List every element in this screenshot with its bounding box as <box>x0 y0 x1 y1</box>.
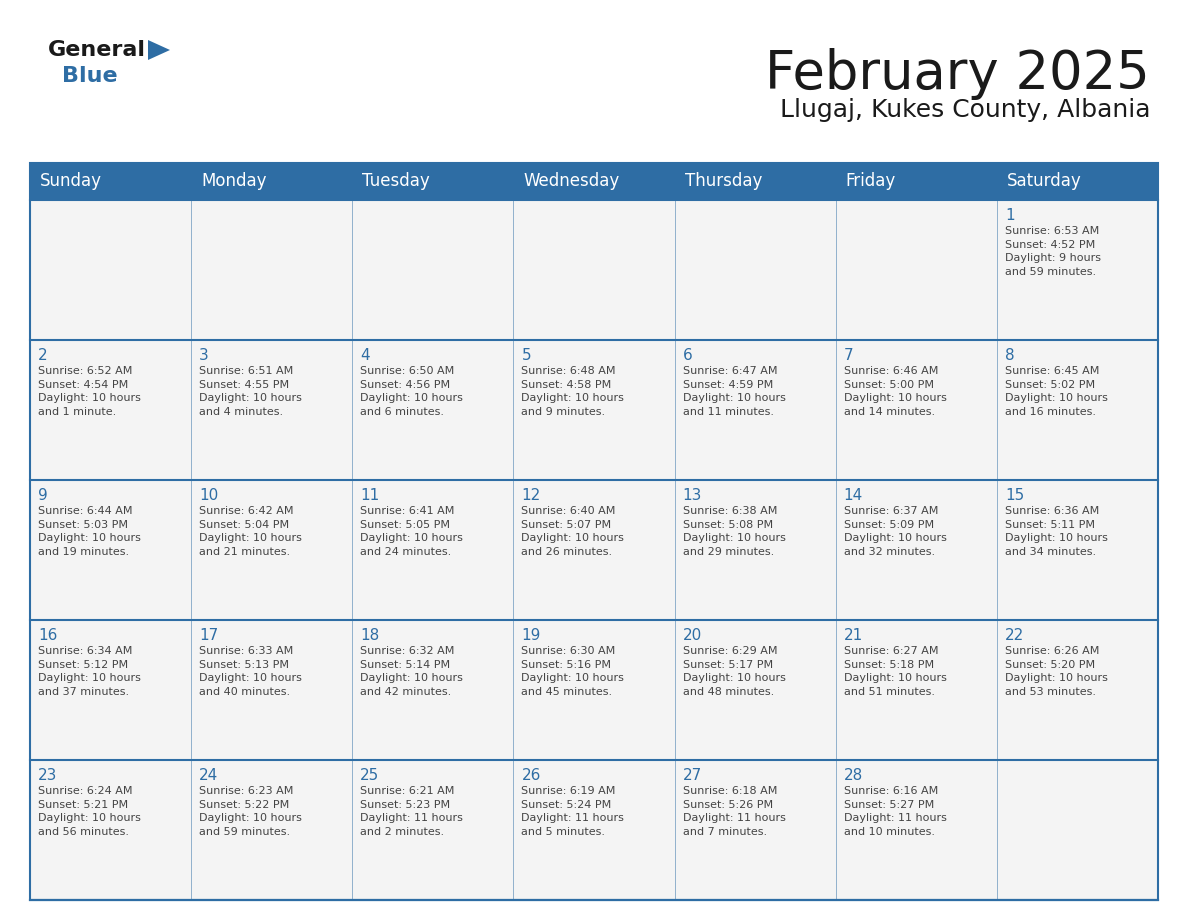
Text: 7: 7 <box>843 348 853 363</box>
Text: February 2025: February 2025 <box>765 48 1150 100</box>
Text: Sunrise: 6:40 AM
Sunset: 5:07 PM
Daylight: 10 hours
and 26 minutes.: Sunrise: 6:40 AM Sunset: 5:07 PM Dayligh… <box>522 506 625 557</box>
Bar <box>30 480 1158 620</box>
Text: Sunrise: 6:26 AM
Sunset: 5:20 PM
Daylight: 10 hours
and 53 minutes.: Sunrise: 6:26 AM Sunset: 5:20 PM Dayligh… <box>1005 646 1107 697</box>
Text: 8: 8 <box>1005 348 1015 363</box>
Text: 28: 28 <box>843 768 862 783</box>
Text: Sunrise: 6:19 AM
Sunset: 5:24 PM
Daylight: 11 hours
and 5 minutes.: Sunrise: 6:19 AM Sunset: 5:24 PM Dayligh… <box>522 786 625 837</box>
Text: General: General <box>48 40 146 60</box>
Text: 15: 15 <box>1005 488 1024 503</box>
Text: Sunrise: 6:46 AM
Sunset: 5:00 PM
Daylight: 10 hours
and 14 minutes.: Sunrise: 6:46 AM Sunset: 5:00 PM Dayligh… <box>843 366 947 417</box>
Text: 20: 20 <box>683 628 702 643</box>
Text: Sunrise: 6:51 AM
Sunset: 4:55 PM
Daylight: 10 hours
and 4 minutes.: Sunrise: 6:51 AM Sunset: 4:55 PM Dayligh… <box>200 366 302 417</box>
Bar <box>30 760 1158 900</box>
Text: 21: 21 <box>843 628 862 643</box>
Text: Sunrise: 6:52 AM
Sunset: 4:54 PM
Daylight: 10 hours
and 1 minute.: Sunrise: 6:52 AM Sunset: 4:54 PM Dayligh… <box>38 366 141 417</box>
Text: 26: 26 <box>522 768 541 783</box>
Bar <box>30 620 1158 760</box>
Text: Sunrise: 6:50 AM
Sunset: 4:56 PM
Daylight: 10 hours
and 6 minutes.: Sunrise: 6:50 AM Sunset: 4:56 PM Dayligh… <box>360 366 463 417</box>
Text: 17: 17 <box>200 628 219 643</box>
Text: Sunrise: 6:16 AM
Sunset: 5:27 PM
Daylight: 11 hours
and 10 minutes.: Sunrise: 6:16 AM Sunset: 5:27 PM Dayligh… <box>843 786 947 837</box>
Text: Sunrise: 6:32 AM
Sunset: 5:14 PM
Daylight: 10 hours
and 42 minutes.: Sunrise: 6:32 AM Sunset: 5:14 PM Dayligh… <box>360 646 463 697</box>
Text: 2: 2 <box>38 348 48 363</box>
Text: Llugaj, Kukes County, Albania: Llugaj, Kukes County, Albania <box>779 98 1150 122</box>
Text: Sunrise: 6:42 AM
Sunset: 5:04 PM
Daylight: 10 hours
and 21 minutes.: Sunrise: 6:42 AM Sunset: 5:04 PM Dayligh… <box>200 506 302 557</box>
Text: 19: 19 <box>522 628 541 643</box>
Text: 4: 4 <box>360 348 369 363</box>
Text: 18: 18 <box>360 628 379 643</box>
Bar <box>30 163 1158 900</box>
Polygon shape <box>148 40 170 60</box>
Text: 24: 24 <box>200 768 219 783</box>
Text: Blue: Blue <box>62 66 118 86</box>
Text: 16: 16 <box>38 628 57 643</box>
Text: 13: 13 <box>683 488 702 503</box>
Text: 11: 11 <box>360 488 379 503</box>
Text: Sunrise: 6:38 AM
Sunset: 5:08 PM
Daylight: 10 hours
and 29 minutes.: Sunrise: 6:38 AM Sunset: 5:08 PM Dayligh… <box>683 506 785 557</box>
Text: Sunrise: 6:29 AM
Sunset: 5:17 PM
Daylight: 10 hours
and 48 minutes.: Sunrise: 6:29 AM Sunset: 5:17 PM Dayligh… <box>683 646 785 697</box>
Text: 9: 9 <box>38 488 48 503</box>
Bar <box>30 200 1158 340</box>
Bar <box>30 163 1158 200</box>
Text: Sunrise: 6:24 AM
Sunset: 5:21 PM
Daylight: 10 hours
and 56 minutes.: Sunrise: 6:24 AM Sunset: 5:21 PM Dayligh… <box>38 786 141 837</box>
Text: 22: 22 <box>1005 628 1024 643</box>
Text: 3: 3 <box>200 348 209 363</box>
Text: Sunrise: 6:33 AM
Sunset: 5:13 PM
Daylight: 10 hours
and 40 minutes.: Sunrise: 6:33 AM Sunset: 5:13 PM Dayligh… <box>200 646 302 697</box>
Text: Monday: Monday <box>201 173 266 191</box>
Text: Wednesday: Wednesday <box>524 173 620 191</box>
Text: Sunrise: 6:34 AM
Sunset: 5:12 PM
Daylight: 10 hours
and 37 minutes.: Sunrise: 6:34 AM Sunset: 5:12 PM Dayligh… <box>38 646 141 697</box>
Text: Friday: Friday <box>846 173 896 191</box>
Text: 6: 6 <box>683 348 693 363</box>
Text: Sunrise: 6:53 AM
Sunset: 4:52 PM
Daylight: 9 hours
and 59 minutes.: Sunrise: 6:53 AM Sunset: 4:52 PM Dayligh… <box>1005 226 1101 277</box>
Text: Sunrise: 6:27 AM
Sunset: 5:18 PM
Daylight: 10 hours
and 51 minutes.: Sunrise: 6:27 AM Sunset: 5:18 PM Dayligh… <box>843 646 947 697</box>
Text: 23: 23 <box>38 768 57 783</box>
Text: 14: 14 <box>843 488 862 503</box>
Text: Sunrise: 6:44 AM
Sunset: 5:03 PM
Daylight: 10 hours
and 19 minutes.: Sunrise: 6:44 AM Sunset: 5:03 PM Dayligh… <box>38 506 141 557</box>
Text: Sunday: Sunday <box>40 173 102 191</box>
Text: 27: 27 <box>683 768 702 783</box>
Text: Sunrise: 6:45 AM
Sunset: 5:02 PM
Daylight: 10 hours
and 16 minutes.: Sunrise: 6:45 AM Sunset: 5:02 PM Dayligh… <box>1005 366 1107 417</box>
Text: 1: 1 <box>1005 208 1015 223</box>
Text: Sunrise: 6:18 AM
Sunset: 5:26 PM
Daylight: 11 hours
and 7 minutes.: Sunrise: 6:18 AM Sunset: 5:26 PM Dayligh… <box>683 786 785 837</box>
Text: Thursday: Thursday <box>684 173 762 191</box>
Text: Sunrise: 6:23 AM
Sunset: 5:22 PM
Daylight: 10 hours
and 59 minutes.: Sunrise: 6:23 AM Sunset: 5:22 PM Dayligh… <box>200 786 302 837</box>
Text: 25: 25 <box>360 768 379 783</box>
Text: 5: 5 <box>522 348 531 363</box>
Text: Sunrise: 6:36 AM
Sunset: 5:11 PM
Daylight: 10 hours
and 34 minutes.: Sunrise: 6:36 AM Sunset: 5:11 PM Dayligh… <box>1005 506 1107 557</box>
Text: Sunrise: 6:21 AM
Sunset: 5:23 PM
Daylight: 11 hours
and 2 minutes.: Sunrise: 6:21 AM Sunset: 5:23 PM Dayligh… <box>360 786 463 837</box>
Text: Sunrise: 6:30 AM
Sunset: 5:16 PM
Daylight: 10 hours
and 45 minutes.: Sunrise: 6:30 AM Sunset: 5:16 PM Dayligh… <box>522 646 625 697</box>
Text: Sunrise: 6:37 AM
Sunset: 5:09 PM
Daylight: 10 hours
and 32 minutes.: Sunrise: 6:37 AM Sunset: 5:09 PM Dayligh… <box>843 506 947 557</box>
Text: Sunrise: 6:47 AM
Sunset: 4:59 PM
Daylight: 10 hours
and 11 minutes.: Sunrise: 6:47 AM Sunset: 4:59 PM Dayligh… <box>683 366 785 417</box>
Text: Sunrise: 6:41 AM
Sunset: 5:05 PM
Daylight: 10 hours
and 24 minutes.: Sunrise: 6:41 AM Sunset: 5:05 PM Dayligh… <box>360 506 463 557</box>
Text: Tuesday: Tuesday <box>362 173 430 191</box>
Text: Saturday: Saturday <box>1007 173 1081 191</box>
Bar <box>30 340 1158 480</box>
Text: Sunrise: 6:48 AM
Sunset: 4:58 PM
Daylight: 10 hours
and 9 minutes.: Sunrise: 6:48 AM Sunset: 4:58 PM Dayligh… <box>522 366 625 417</box>
Text: 12: 12 <box>522 488 541 503</box>
Text: 10: 10 <box>200 488 219 503</box>
